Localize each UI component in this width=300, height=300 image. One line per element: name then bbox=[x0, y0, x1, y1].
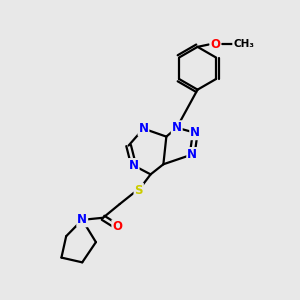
Text: S: S bbox=[134, 184, 143, 196]
Text: N: N bbox=[139, 122, 148, 135]
Text: N: N bbox=[172, 121, 182, 134]
Text: O: O bbox=[112, 220, 122, 233]
Text: O: O bbox=[210, 38, 220, 51]
Text: N: N bbox=[187, 148, 197, 161]
Text: CH₃: CH₃ bbox=[233, 40, 254, 50]
Text: N: N bbox=[190, 126, 200, 139]
Text: N: N bbox=[129, 159, 139, 172]
Text: N: N bbox=[77, 213, 87, 226]
